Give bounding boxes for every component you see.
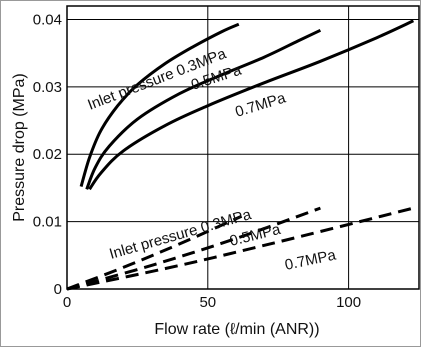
y-tick-label: 0.04	[33, 11, 62, 28]
x-tick-label: 100	[336, 294, 361, 311]
x-tick-label: 0	[63, 294, 71, 311]
series-line-3	[88, 19, 415, 191]
series-group	[66, 19, 415, 291]
tick-labels: 0 50 100 0 0.01 0.02 0.03 0.04	[33, 11, 361, 311]
x-tick-label: 50	[199, 294, 216, 311]
y-axis-label: Pressure drop (MPa)	[11, 73, 28, 222]
x-axis-label: Flow rate (ℓ/min (ANR))	[154, 321, 319, 338]
series-line-1	[79, 22, 240, 188]
plot-frame	[66, 5, 420, 290]
y-tick-label: 0.01	[33, 214, 62, 231]
series-line-5	[66, 206, 321, 291]
series-line-2	[85, 28, 322, 190]
y-tick-label: 0.02	[33, 146, 62, 163]
grid	[67, 6, 419, 289]
series-line-4	[66, 214, 243, 291]
y-tick-label: 0.03	[33, 79, 62, 96]
y-tick-label: 0	[54, 281, 62, 298]
series-line-6	[66, 206, 414, 291]
